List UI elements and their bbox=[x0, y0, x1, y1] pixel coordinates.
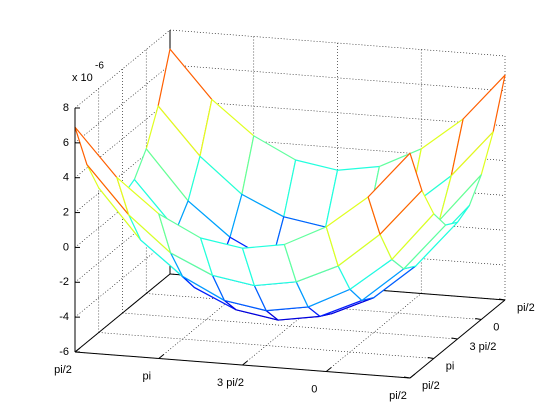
y-tick bbox=[498, 298, 506, 301]
box-edge bbox=[74, 273, 171, 353]
z-tick-label: 2 bbox=[63, 206, 69, 218]
z-tick-label: 0 bbox=[63, 241, 69, 253]
y-tick-label: pi/2 bbox=[517, 302, 535, 314]
y-tick-label: pi/2 bbox=[422, 380, 440, 392]
x-tick-label: pi bbox=[142, 370, 151, 382]
z-tick-label: 8 bbox=[63, 102, 69, 114]
y-tick bbox=[475, 318, 482, 320]
x-tick bbox=[242, 360, 248, 366]
grid-line bbox=[98, 332, 434, 359]
mesh-cell bbox=[367, 152, 423, 235]
z-tick-label: 4 bbox=[63, 172, 69, 184]
x-tick-label: pi/2 bbox=[389, 390, 407, 402]
z-tick-label: -2 bbox=[59, 276, 69, 288]
z-exponent: -6 bbox=[95, 61, 104, 72]
y-tick bbox=[451, 337, 458, 340]
x-tick-label: 3 pi/2 bbox=[217, 377, 244, 389]
y-tick-label: pi bbox=[446, 360, 455, 372]
mesh-cell bbox=[74, 126, 130, 216]
x-tick bbox=[74, 347, 81, 353]
grid-line bbox=[74, 64, 171, 144]
z-tick-label: 6 bbox=[63, 137, 69, 149]
grid-line bbox=[74, 99, 171, 178]
grid-line bbox=[169, 64, 506, 92]
z-multiplier: x 10 bbox=[72, 72, 93, 84]
z-tick-label: -6 bbox=[59, 346, 69, 358]
grid-line bbox=[326, 293, 422, 372]
grid-line bbox=[169, 29, 506, 57]
x-tick-label: pi/2 bbox=[54, 364, 72, 376]
y-tick bbox=[403, 376, 411, 379]
x-tick bbox=[409, 373, 416, 379]
grid-line bbox=[74, 29, 171, 109]
y-tick-label: 0 bbox=[493, 321, 499, 333]
y-tick bbox=[427, 357, 434, 359]
x-tick bbox=[325, 367, 332, 372]
x-tick bbox=[158, 354, 165, 359]
x-tick-label: 0 bbox=[311, 383, 317, 395]
grid-line bbox=[122, 312, 458, 340]
y-tick-label: 3 pi/2 bbox=[470, 341, 497, 353]
z-tick-label: -4 bbox=[59, 311, 69, 323]
grid-line bbox=[169, 134, 506, 161]
